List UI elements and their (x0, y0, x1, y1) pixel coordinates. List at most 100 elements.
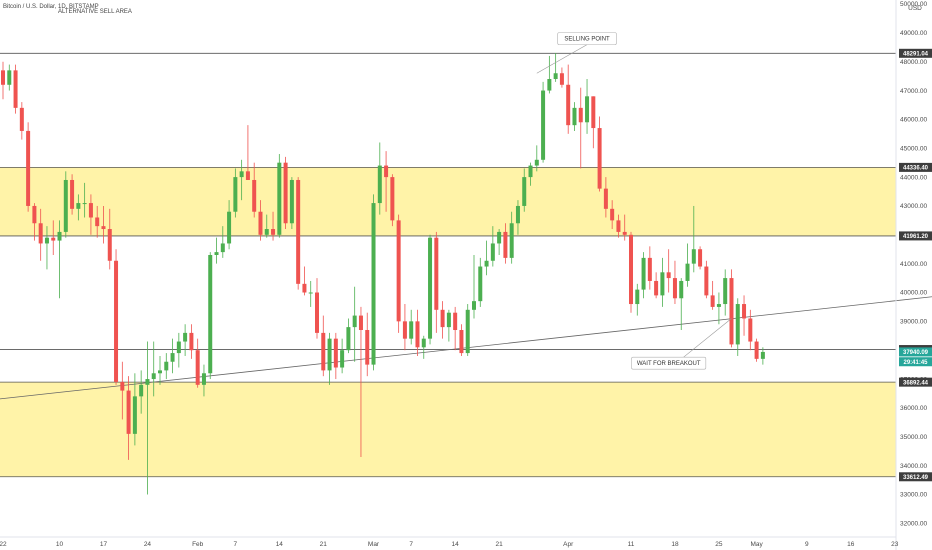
time-tick-label: 21 (320, 541, 328, 548)
candle-body (716, 304, 721, 307)
price-axis-labels: 48291.0444336.4041961.2038022.5336892.44… (899, 48, 932, 482)
candle-body (616, 220, 621, 232)
candle-body (415, 321, 420, 348)
candle (465, 304, 470, 356)
candle-body (490, 243, 495, 261)
candle-body (465, 309, 470, 354)
price-axis[interactable]: 32000.00 33000.00 34000.00 35000.00 36000.00… (900, 1, 927, 527)
level-price-label: 36892.44 (899, 377, 932, 387)
current-price-bg (899, 357, 932, 367)
candle-body (139, 384, 144, 397)
candle (19, 102, 24, 140)
candle-body (13, 70, 18, 108)
candle (559, 67, 564, 88)
candle-body (51, 237, 56, 241)
level-label-text: 33612.49 (903, 475, 929, 481)
candle (691, 205, 696, 273)
candle (402, 304, 407, 351)
candle (735, 298, 740, 356)
time-tick-label: 14 (276, 541, 284, 548)
time-tick-label: 11 (628, 541, 635, 548)
candle (679, 278, 684, 331)
candle-body (239, 171, 244, 178)
time-tick-label: 7 (409, 541, 413, 548)
level-label-text: 41961.20 (903, 234, 929, 240)
candle (26, 122, 31, 212)
price-tick-label: 45000.00 (900, 145, 927, 152)
candle (553, 53, 558, 82)
candle (446, 309, 451, 342)
candle-body (101, 226, 106, 230)
candle-body (164, 361, 169, 371)
candle (233, 168, 238, 218)
trendline-segment[interactable] (0, 294, 932, 400)
candle (371, 194, 376, 371)
candle (302, 266, 307, 296)
candle-body (365, 330, 370, 365)
candle-body (572, 107, 577, 126)
price-tick-label: 33000.00 (900, 492, 927, 499)
candle-body (38, 223, 43, 244)
candle-body (402, 321, 407, 339)
time-axis[interactable]: 22 10 17 24 Feb 7 14 21 Mar 7 14 21 Apr 11 18 25 May 9 16 2… (0, 541, 899, 548)
candle (428, 234, 433, 345)
candle-body (472, 301, 476, 310)
candle-body (710, 295, 715, 307)
candle (742, 295, 747, 336)
candle-body (497, 231, 502, 244)
candle-body (566, 84, 571, 126)
candle (440, 301, 445, 339)
candle (340, 338, 345, 374)
candle (63, 171, 68, 238)
time-tick-label: 21 (496, 541, 504, 548)
candle-body (559, 73, 564, 85)
candle-body (515, 205, 520, 224)
time-tick-label: 24 (144, 541, 152, 548)
candle-body (95, 217, 100, 227)
candle (289, 177, 294, 230)
candle-body (327, 338, 332, 371)
candle-body (396, 220, 401, 322)
candle (315, 278, 319, 339)
time-tick-label: 14 (452, 541, 460, 548)
level-label-bg (899, 162, 932, 172)
candle-body (70, 179, 75, 209)
candle (723, 269, 728, 316)
candle (183, 324, 188, 356)
level-price-label: 33612.49 (899, 472, 932, 482)
candle-body (44, 237, 49, 244)
candle (434, 231, 439, 333)
candle-body (114, 260, 119, 382)
candle (515, 200, 520, 235)
candle (754, 338, 759, 362)
time-tick-label: May (750, 541, 763, 548)
trendline[interactable] (0, 294, 932, 400)
candle (377, 142, 382, 215)
candle-body (591, 96, 596, 129)
time-tick-label: 7 (234, 541, 238, 548)
candle (453, 306, 458, 351)
candle-body (19, 107, 24, 131)
candle (296, 177, 301, 290)
candle-body (440, 309, 445, 328)
candle-body (245, 171, 250, 180)
candle-body (170, 353, 175, 362)
candle (201, 364, 206, 397)
price-tick-label: 35000.00 (900, 434, 927, 441)
candle-body (346, 327, 351, 351)
candle-body (63, 179, 68, 232)
candle (164, 353, 169, 380)
time-tick-label: Feb (192, 541, 204, 548)
time-tick-label: Mar (368, 541, 380, 548)
level-label-bg (899, 472, 932, 482)
price-tick-label: 34000.00 (900, 463, 927, 470)
candle-body (252, 179, 257, 212)
candle-body (547, 79, 552, 91)
candle-body (541, 90, 546, 160)
annotation-pointer (536, 44, 588, 74)
candle (421, 335, 426, 359)
candle (333, 332, 338, 380)
candle-body (729, 278, 734, 345)
candle-body (553, 73, 558, 80)
